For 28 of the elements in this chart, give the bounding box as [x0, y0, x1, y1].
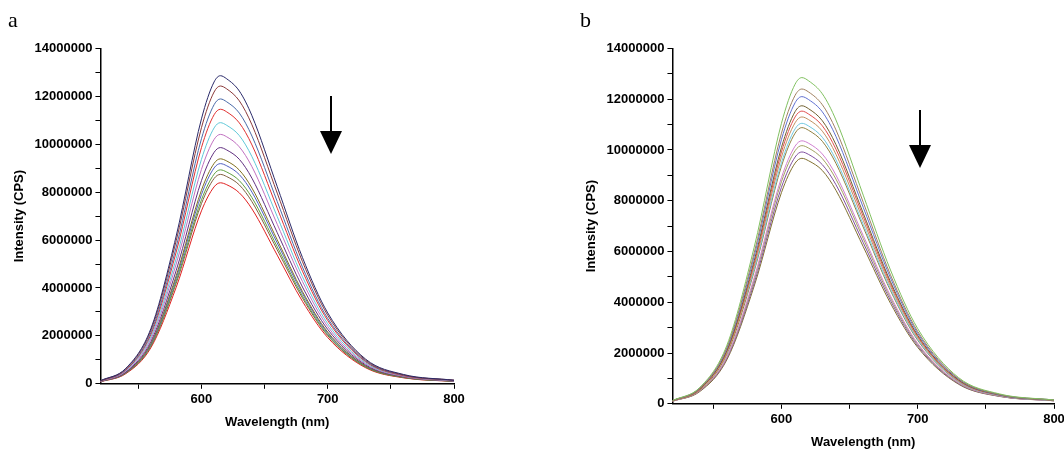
x-tick-label: 600 [770, 411, 793, 427]
x-tick-label: 700 [906, 411, 929, 427]
y-tick-label: 2000000 [41, 327, 93, 343]
chart-title: b [580, 6, 591, 32]
y-tick-label: 14000000 [34, 39, 93, 55]
x-tick-label: 800 [1043, 411, 1064, 427]
y-tick-label: 2000000 [613, 344, 665, 360]
y-tick-label: 8000000 [41, 183, 93, 199]
y-tick-label: 0 [657, 395, 665, 411]
y-tick-label: 4000000 [41, 279, 93, 295]
y-tick-label: 12000000 [34, 87, 93, 103]
x-axis-title: Wavelength (nm) [225, 413, 330, 429]
chart-title: a [8, 6, 18, 32]
x-tick-label: 700 [316, 391, 339, 407]
y-tick-label: 6000000 [613, 243, 665, 259]
x-tick-label: 600 [190, 391, 213, 407]
y-tick-label: 6000000 [41, 231, 93, 247]
y-tick-label: 12000000 [606, 90, 665, 106]
y-tick-label: 4000000 [613, 293, 665, 309]
y-axis-title: Intensity (CPS) [11, 169, 27, 263]
y-axis-title: Intensity (CPS) [583, 179, 599, 273]
y-tick-label: 10000000 [34, 135, 93, 151]
y-tick-label: 8000000 [613, 192, 665, 208]
x-tick-label: 800 [443, 391, 465, 407]
x-axis-title: Wavelength (nm) [811, 433, 916, 449]
y-tick-label: 0 [85, 375, 93, 391]
y-tick-label: 10000000 [606, 141, 665, 157]
y-tick-label: 14000000 [606, 39, 665, 55]
